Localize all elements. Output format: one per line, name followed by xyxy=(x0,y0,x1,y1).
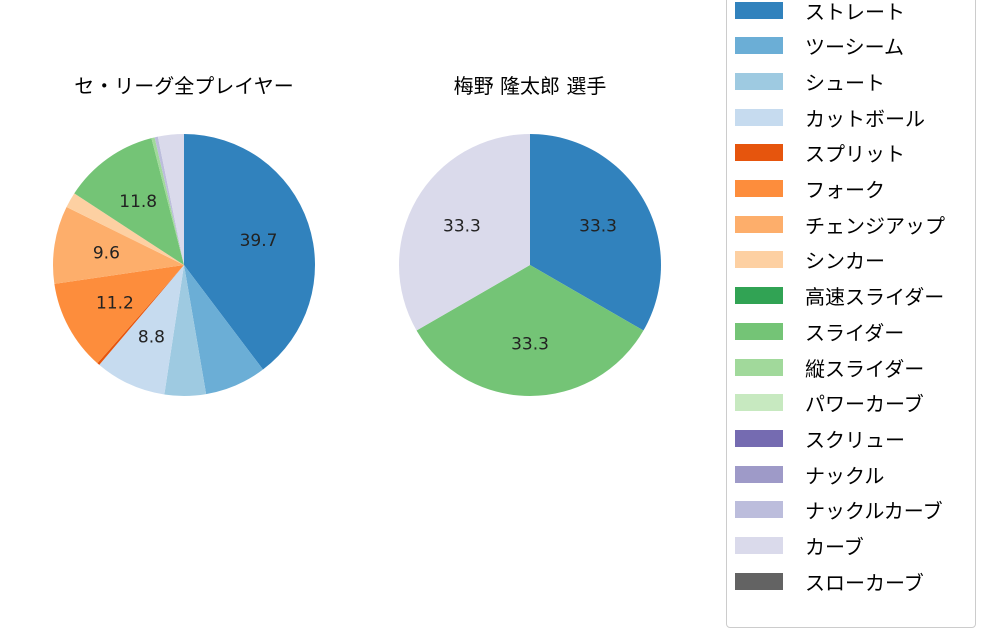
right-chart-title: 梅野 隆太郎 選手 xyxy=(453,74,607,98)
slice-label: 8.8 xyxy=(138,328,165,348)
legend-item: スクリュー xyxy=(735,423,905,453)
legend-item: ナックル xyxy=(735,459,884,489)
pie-slice xyxy=(154,136,184,265)
legend-swatch xyxy=(735,429,783,447)
legend-swatch xyxy=(735,572,783,590)
pie-slice xyxy=(530,134,661,331)
legend-swatch xyxy=(735,287,783,305)
legend-label: スローカーブ xyxy=(805,570,924,595)
slice-label: 11.8 xyxy=(119,192,157,212)
league-pie-chart: 39.7 8.811.2 9.6 11.8 xyxy=(53,134,316,396)
legend-swatch xyxy=(735,37,783,55)
legend-swatch xyxy=(735,108,783,126)
legend-swatch xyxy=(735,215,783,233)
legend-swatch xyxy=(735,72,783,90)
legend-item: ツーシーム xyxy=(735,31,904,61)
pie-slice xyxy=(97,265,184,365)
slice-label: 33.3 xyxy=(511,335,549,355)
legend-label: ツーシーム xyxy=(805,35,904,60)
legend: ストレートツーシームシュートカットボール スプリットフォークチェンジアップ シンカー… xyxy=(726,0,976,628)
legend-label: スクリュー xyxy=(805,427,905,452)
legend-label: 縦スライダー xyxy=(805,356,925,381)
legend-label: スプリット xyxy=(805,142,905,167)
legend-item: ナックルカーブ xyxy=(735,495,943,525)
legend-item: スプリット xyxy=(735,138,905,168)
legend-item: 縦スライダー xyxy=(735,352,924,382)
legend-label: スライダー xyxy=(805,320,905,345)
legend-item: スライダー xyxy=(735,316,904,346)
legend-swatch xyxy=(735,251,783,269)
legend-item: カーブ xyxy=(735,531,864,561)
legend-item: カットボール xyxy=(735,102,925,132)
player-pie-chart: 33.3 33.3 33.3 xyxy=(398,134,661,397)
legend-item: チェンジアップ xyxy=(735,209,945,239)
legend-swatch xyxy=(735,1,783,19)
pie-slice xyxy=(66,193,184,265)
legend-item: シンカー xyxy=(735,245,885,275)
pie-slice xyxy=(151,137,184,265)
legend-swatch xyxy=(735,322,783,340)
left-chart-title: セ・リーグ全プレイヤー xyxy=(74,74,294,98)
legend-item: シュート xyxy=(735,66,885,96)
legend-label: ナックル xyxy=(805,463,885,488)
pie-slice xyxy=(184,265,263,395)
legend-label: シンカー xyxy=(805,249,885,274)
legend-label: パワーカーブ xyxy=(805,392,924,417)
pie-slice xyxy=(164,265,207,396)
pie-slice xyxy=(99,265,184,395)
legend-item: スローカーブ xyxy=(735,566,924,596)
legend-swatch xyxy=(735,180,783,197)
slice-label: 11.2 xyxy=(96,293,134,313)
slice-label: 39.7 xyxy=(240,231,278,251)
legend-label: シュート xyxy=(805,70,885,95)
legend-item: ストレート xyxy=(735,0,905,25)
legend-item: パワーカーブ xyxy=(735,388,924,418)
legend-swatch xyxy=(735,394,783,412)
legend-swatch xyxy=(735,501,783,519)
legend-swatch xyxy=(735,465,783,483)
pie-charts: 39.7 8.811.2 9.6 11.8 33.3 33.3 33.3 xyxy=(53,134,661,397)
legend-label: 高速スライダー xyxy=(805,285,945,310)
slice-label: 33.3 xyxy=(579,217,617,237)
legend-swatch xyxy=(735,358,783,376)
legend-label: ストレート xyxy=(805,0,905,24)
slice-label: 9.6 xyxy=(93,244,120,264)
legend-swatch xyxy=(735,537,783,554)
pie-slice xyxy=(157,134,184,265)
pie-slice xyxy=(398,134,530,331)
pie-slice xyxy=(74,138,184,265)
legend-label: ナックルカーブ xyxy=(805,499,943,524)
pie-slice xyxy=(53,206,184,284)
legend-label: チェンジアップ xyxy=(805,213,945,238)
pie-slice xyxy=(54,265,185,364)
slice-label: 33.3 xyxy=(443,217,481,237)
pie-slice xyxy=(184,134,316,370)
legend-label: フォーク xyxy=(805,178,885,202)
legend-item: フォーク xyxy=(735,174,885,204)
legend-item: 高速スライダー xyxy=(735,281,944,311)
legend-swatch xyxy=(735,144,783,162)
legend-label: カーブ xyxy=(805,535,864,559)
legend-label: カットボール xyxy=(805,106,925,131)
